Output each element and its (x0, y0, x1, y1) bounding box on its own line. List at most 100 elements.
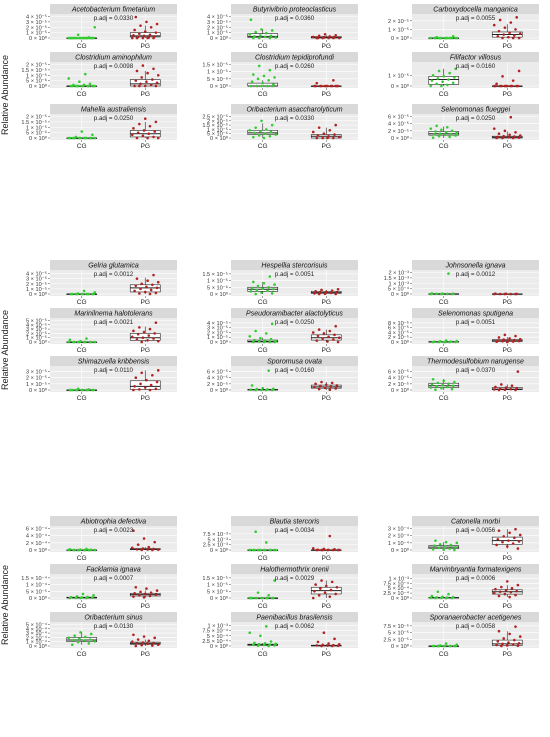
data-point-pg (516, 84, 520, 88)
data-point-pg (514, 625, 517, 628)
data-point-pg (316, 134, 320, 137)
data-point-pg (315, 644, 319, 647)
data-point-pg (140, 76, 144, 79)
data-point-cg (437, 546, 441, 550)
data-point-cg (432, 340, 436, 344)
data-point-cg (87, 84, 91, 88)
data-point-cg (85, 136, 88, 140)
data-point-pg (152, 273, 155, 277)
data-point-cg (449, 543, 453, 547)
data-point-cg (92, 388, 95, 392)
data-point-pg (494, 385, 497, 389)
data-point-pg (334, 123, 338, 127)
data-point-cg (81, 36, 85, 40)
data-point-cg (268, 340, 272, 344)
data-point-cg (87, 36, 91, 39)
y-tick-label: 5 × 10⁻⁶ (26, 78, 47, 85)
data-point-cg (256, 77, 260, 81)
facet-strip (231, 104, 358, 114)
data-point-pg (502, 33, 506, 36)
data-point-cg (448, 135, 451, 139)
data-point-pg (498, 590, 502, 594)
x-tick-label: CG (439, 395, 449, 402)
data-point-cg (450, 129, 454, 133)
data-point-pg (332, 338, 335, 341)
data-point-cg (455, 643, 459, 646)
data-point-cg (273, 76, 276, 79)
x-tick-label: CG (258, 555, 268, 562)
y-axis-label: Relative Abundance (0, 565, 10, 645)
data-point-cg (436, 77, 440, 80)
x-tick-label: PG (502, 651, 512, 658)
y-tick-label: 4 × 10⁻⁵ (388, 121, 409, 128)
y-tick-label: 5 × 10⁻⁵ (26, 588, 47, 595)
data-point-pg (509, 387, 513, 391)
facet-title: Shimazuella kribbensis (78, 359, 150, 366)
y-tick-label: 5 × 10⁻⁶ (207, 588, 228, 595)
data-point-cg (448, 547, 451, 550)
y-tick-label: 7.5 × 10⁻⁵ (383, 623, 409, 630)
data-point-cg (93, 340, 97, 344)
data-point-pg (311, 331, 315, 334)
y-tick-label: 2 × 10⁻⁵ (26, 375, 47, 382)
facet-strip (412, 260, 539, 270)
data-point-pg (154, 593, 158, 596)
data-point-pg (154, 31, 158, 34)
data-point-pg (323, 32, 327, 36)
data-point-cg (76, 640, 80, 644)
x-tick-label: PG (140, 555, 150, 562)
data-point-pg (330, 84, 334, 88)
data-point-pg (492, 388, 496, 391)
x-tick-label: CG (258, 43, 268, 50)
data-point-cg (264, 541, 268, 544)
data-point-pg (327, 642, 330, 645)
data-point-pg (142, 330, 146, 334)
data-point-pg (146, 136, 149, 140)
x-tick-label: CG (258, 347, 268, 354)
data-point-cg (93, 291, 97, 294)
data-point-cg (272, 596, 275, 600)
plot-background (50, 526, 177, 552)
y-tick-label: 5 × 10⁻⁴ (26, 622, 48, 629)
data-point-cg (251, 280, 255, 284)
data-point-pg (143, 592, 147, 596)
data-point-pg (500, 383, 503, 386)
data-point-pg (149, 25, 153, 29)
data-point-pg (317, 126, 321, 129)
data-point-cg (449, 340, 453, 343)
data-point-cg (448, 71, 451, 75)
facet-strip (231, 564, 358, 574)
data-point-pg (314, 84, 317, 88)
data-point-pg (502, 134, 506, 138)
data-point-pg (147, 639, 151, 643)
data-point-pg (505, 580, 509, 583)
data-point-cg (81, 292, 85, 296)
data-point-pg (328, 388, 332, 391)
p-value-label: p.adj = 0.0058 (456, 623, 496, 630)
data-point-cg (254, 292, 257, 296)
data-point-pg (314, 382, 317, 386)
data-point-pg (333, 333, 336, 337)
y-tick-label: 5 × 10⁻⁴ (207, 633, 229, 640)
facet-title: Thermodesulfobium narugense (427, 359, 524, 366)
data-point-pg (152, 547, 155, 551)
data-point-cg (261, 287, 265, 290)
data-point-pg (517, 642, 521, 645)
data-point-pg (327, 335, 330, 339)
data-point-cg (83, 72, 87, 76)
p-value-label: p.adj = 0.0260 (275, 63, 315, 70)
facet-strip (412, 52, 539, 62)
y-tick-label: 2 × 10⁻⁵ (26, 330, 47, 337)
facet-strip (412, 308, 539, 318)
data-point-pg (337, 643, 341, 646)
y-tick-label: 4 × 10⁻⁵ (207, 14, 228, 21)
facet-strip (50, 4, 177, 14)
data-point-pg (313, 589, 316, 593)
data-point-cg (429, 127, 433, 130)
y-tick-label: 5 × 10⁻⁶ (207, 131, 228, 138)
data-point-pg (511, 643, 515, 646)
facet-strip (412, 516, 539, 526)
p-value-label: p.adj = 0.0062 (275, 623, 315, 630)
data-point-pg (149, 288, 153, 292)
